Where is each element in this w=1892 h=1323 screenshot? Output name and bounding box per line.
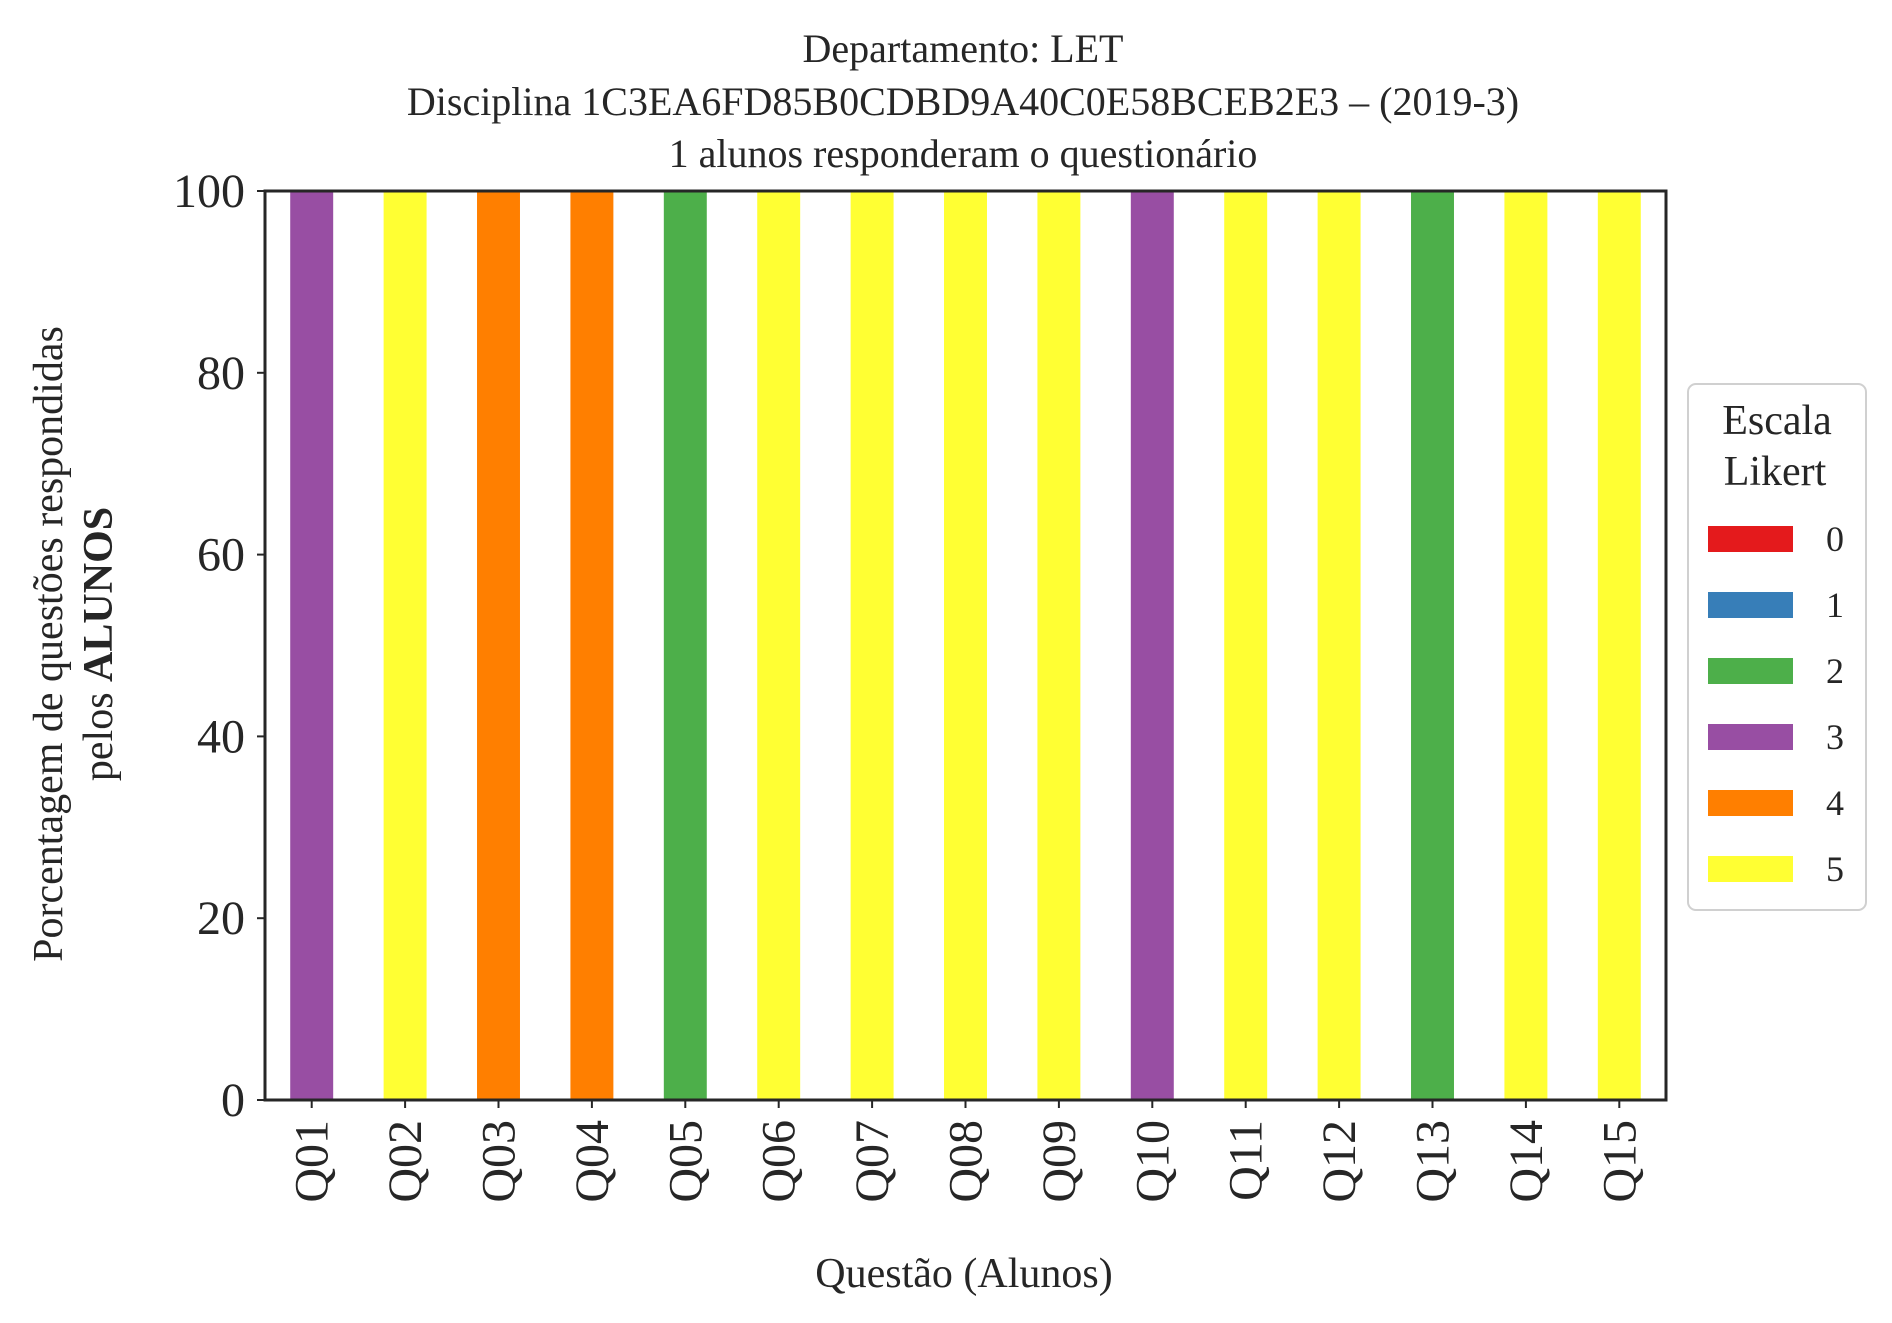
y-ticks-group: 0 20 40 60 80 100 bbox=[173, 165, 265, 1127]
x-tick-label-Q01: Q01 bbox=[286, 1120, 339, 1203]
y-axis-label-line-1: Porcentagem de questões respondidas bbox=[26, 326, 72, 962]
legend: Escala Likert 0 1 2 3 4 5 bbox=[1687, 383, 1867, 911]
x-tick-label-Q09: Q09 bbox=[1033, 1120, 1086, 1203]
x-tick-label-Q03: Q03 bbox=[473, 1120, 526, 1203]
x-tick-label-Q05: Q05 bbox=[659, 1120, 712, 1203]
chart-title-line-3: 1 alunos responderam o questionário bbox=[669, 131, 1258, 176]
x-tick-label-Q07: Q07 bbox=[846, 1120, 899, 1203]
bar-Q09-scale-5 bbox=[1037, 191, 1081, 1100]
x-tick-label-Q02: Q02 bbox=[379, 1120, 432, 1203]
legend-label-2: 2 bbox=[1826, 651, 1844, 691]
x-tick-label-Q06: Q06 bbox=[753, 1120, 806, 1203]
bars-group bbox=[290, 191, 1641, 1100]
chart-title: Departamento: LET Disciplina 1C3EA6FD85B… bbox=[407, 26, 1519, 176]
legend-box bbox=[1687, 383, 1867, 911]
y-tick-label-40: 40 bbox=[197, 710, 245, 763]
y-tick-label-20: 20 bbox=[197, 892, 245, 945]
legend-label-1: 1 bbox=[1826, 585, 1844, 625]
bar-Q14-scale-5 bbox=[1504, 191, 1548, 1100]
x-tick-label-Q11: Q11 bbox=[1220, 1120, 1273, 1201]
y-axis-label-prefix: pelos bbox=[76, 682, 122, 781]
x-tick-label-Q04: Q04 bbox=[566, 1120, 619, 1203]
x-tick-label-Q15: Q15 bbox=[1593, 1120, 1646, 1203]
bar-Q03-scale-4 bbox=[477, 191, 520, 1100]
legend-label-0: 0 bbox=[1826, 519, 1844, 559]
x-tick-label-Q10: Q10 bbox=[1126, 1120, 1179, 1203]
y-axis-label-bold: ALUNOS bbox=[76, 507, 122, 682]
bar-Q12-scale-5 bbox=[1317, 191, 1361, 1100]
y-tick-label-0: 0 bbox=[221, 1074, 245, 1127]
legend-items: 0 1 2 3 4 5 bbox=[1708, 519, 1844, 889]
x-tick-label-Q12: Q12 bbox=[1313, 1120, 1366, 1203]
legend-swatch-1 bbox=[1708, 592, 1793, 618]
bar-Q06-scale-5 bbox=[757, 191, 801, 1100]
plot-frame bbox=[263, 189, 1668, 1102]
bar-Q13-scale-2 bbox=[1411, 191, 1454, 1100]
legend-swatch-3 bbox=[1708, 724, 1793, 750]
y-axis-label-line-2: pelos ALUNOS bbox=[76, 507, 122, 781]
bar-Q08-scale-5 bbox=[944, 191, 987, 1100]
x-axis-label: Questão (Alunos) bbox=[815, 1251, 1112, 1297]
y-axis-label: Porcentagem de questões respondidas pelo… bbox=[26, 326, 122, 962]
x-ticks-group: Q01 Q02 Q03 Q04 Q05 Q06 Q07 Q08 Q09 Q10 Q11 Q12 Q13 Q… bbox=[286, 1100, 1646, 1203]
bar-Q01-scale-3 bbox=[290, 191, 334, 1100]
legend-label-5: 5 bbox=[1826, 849, 1844, 889]
legend-label-4: 4 bbox=[1826, 783, 1844, 823]
legend-title-line-2: Likert bbox=[1724, 449, 1827, 495]
chart-title-line-2: Disciplina 1C3EA6FD85B0CDBD9A40C0E58BCEB… bbox=[407, 79, 1519, 124]
bar-Q07-scale-5 bbox=[850, 191, 894, 1100]
bar-Q04-scale-4 bbox=[570, 191, 614, 1100]
legend-label-3: 3 bbox=[1826, 717, 1844, 757]
legend-swatch-0 bbox=[1708, 526, 1793, 552]
y-tick-label-80: 80 bbox=[197, 347, 245, 400]
chart-title-line-1: Departamento: LET bbox=[803, 26, 1124, 71]
x-tick-label-Q08: Q08 bbox=[940, 1120, 993, 1203]
y-tick-label-60: 60 bbox=[197, 529, 245, 582]
bar-Q05-scale-2 bbox=[663, 191, 707, 1100]
bar-Q02-scale-5 bbox=[383, 191, 427, 1100]
y-tick-label-100: 100 bbox=[173, 165, 245, 218]
legend-swatch-4 bbox=[1708, 790, 1793, 816]
legend-swatch-2 bbox=[1708, 658, 1793, 684]
bar-Q10-scale-3 bbox=[1130, 191, 1174, 1100]
legend-title-line-1: Escala bbox=[1722, 398, 1832, 444]
legend-swatch-5 bbox=[1708, 856, 1793, 882]
x-tick-label-Q13: Q13 bbox=[1407, 1120, 1460, 1203]
bar-Q11-scale-5 bbox=[1224, 191, 1268, 1100]
bar-Q15-scale-5 bbox=[1597, 191, 1641, 1100]
x-tick-label-Q14: Q14 bbox=[1500, 1120, 1553, 1203]
